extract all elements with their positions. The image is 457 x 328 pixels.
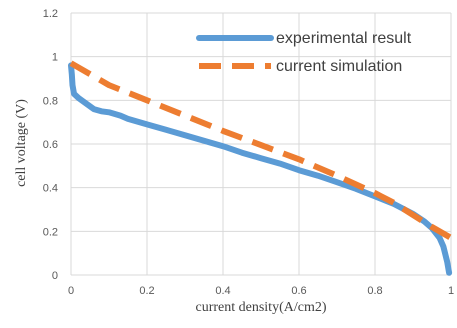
y-tick-label: 1.2 [43, 8, 58, 20]
legend: experimental result current simulation [196, 30, 412, 75]
y-tick-label: 0.6 [43, 139, 58, 151]
y-tick-label: 0 [52, 270, 58, 282]
y-tick-label: 0.8 [43, 95, 58, 107]
x-tick-label: 0.8 [367, 285, 382, 297]
grid [70, 12, 452, 276]
legend-label-0: experimental result [276, 30, 412, 47]
series-line-1 [69, 60, 453, 241]
x-tick-label: 0 [68, 285, 74, 297]
x-tick-label: 0.4 [215, 285, 230, 297]
x-tick-label: 0.2 [139, 285, 154, 297]
y-tick-label: 0.2 [43, 226, 58, 238]
x-tick-label: 1 [448, 285, 454, 297]
tick-labels: 0 0.2 0.4 0.6 0.8 1 0 0.2 0.4 0.6 0.8 1 1.2 [43, 8, 454, 297]
series-lines [68, 60, 453, 276]
series-line-0 [68, 62, 453, 276]
legend-label-1: current simulation [276, 58, 402, 75]
y-axis-title: cell voltage (V) [14, 99, 29, 187]
x-axis-title: current density(A/cm2) [195, 300, 326, 315]
y-tick-label: 1 [52, 52, 58, 64]
x-tick-label: 0.6 [291, 285, 306, 297]
y-tick-label: 0.4 [43, 183, 58, 195]
